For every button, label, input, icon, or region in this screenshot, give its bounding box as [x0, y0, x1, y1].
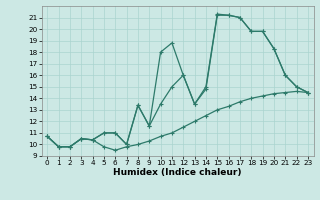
X-axis label: Humidex (Indice chaleur): Humidex (Indice chaleur) — [113, 168, 242, 177]
